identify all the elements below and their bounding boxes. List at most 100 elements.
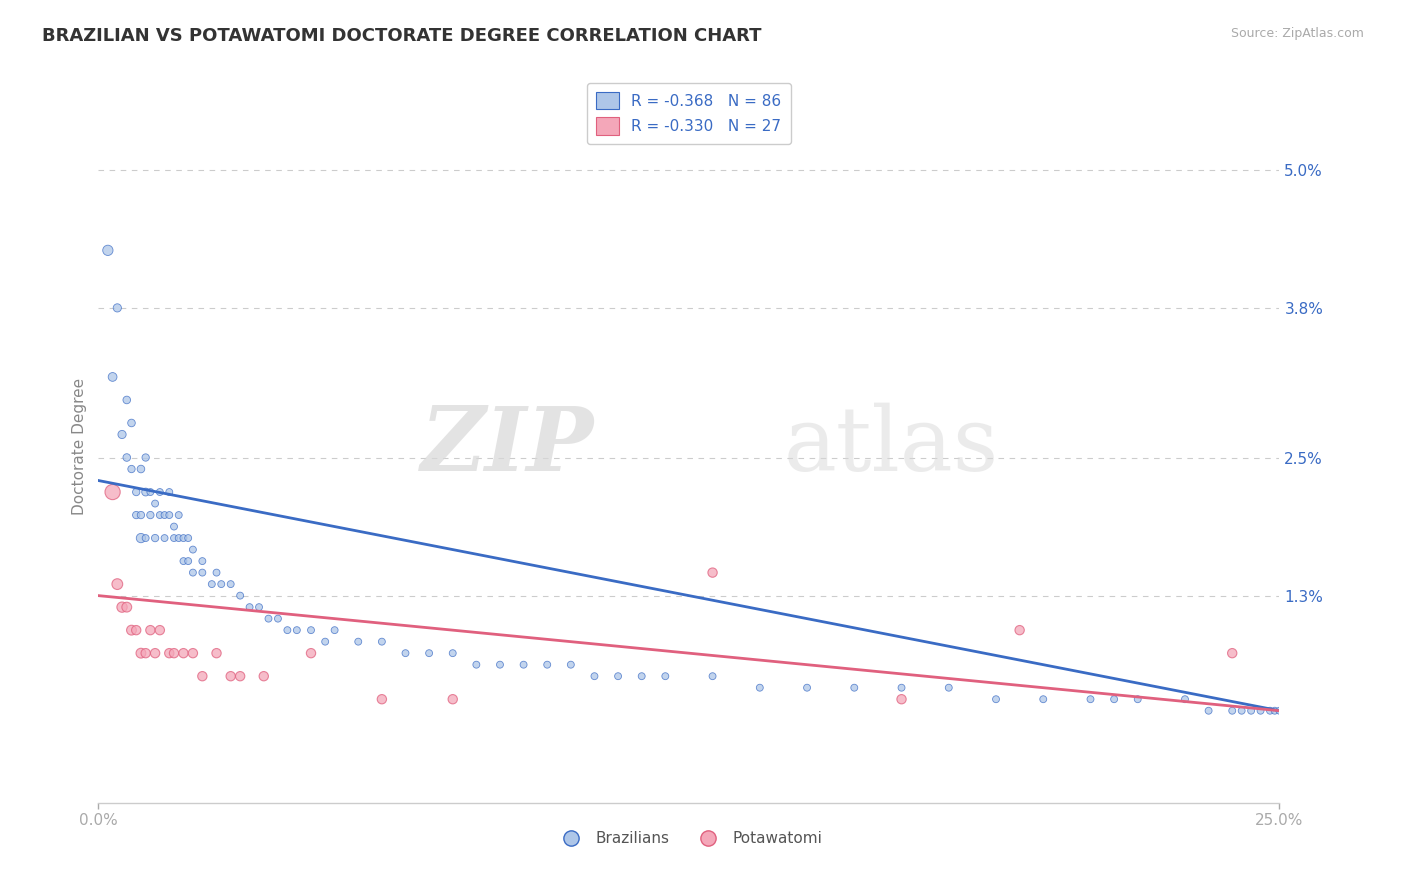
- Point: [135, 485, 157, 500]
- Point: [135, 450, 157, 465]
- Point: [247, 600, 270, 615]
- Point: [347, 634, 370, 648]
- Point: [1126, 692, 1149, 706]
- Point: [229, 589, 252, 603]
- Point: [702, 566, 724, 580]
- Point: [181, 646, 204, 660]
- Point: [129, 646, 152, 660]
- Point: [201, 577, 224, 591]
- Point: [1032, 692, 1054, 706]
- Point: [1174, 692, 1197, 706]
- Point: [157, 485, 180, 500]
- Point: [489, 657, 512, 672]
- Point: [111, 427, 134, 442]
- Point: [607, 669, 630, 683]
- Point: [125, 623, 148, 637]
- Point: [371, 692, 394, 706]
- Point: [299, 623, 322, 637]
- Point: [253, 669, 276, 683]
- Point: [1268, 704, 1291, 718]
- Point: [984, 692, 1007, 706]
- Point: [654, 669, 676, 683]
- Point: [163, 646, 186, 660]
- Point: [129, 531, 152, 545]
- Point: [890, 692, 912, 706]
- Point: [149, 623, 172, 637]
- Point: [191, 554, 214, 568]
- Point: [465, 657, 488, 672]
- Point: [172, 646, 194, 660]
- Point: [205, 566, 228, 580]
- Point: [153, 508, 176, 522]
- Point: [1102, 692, 1125, 706]
- Point: [121, 462, 143, 476]
- Point: [97, 244, 120, 258]
- Point: [560, 657, 582, 672]
- Point: [143, 646, 166, 660]
- Point: [125, 485, 148, 500]
- Text: ZIP: ZIP: [420, 403, 595, 489]
- Point: [512, 657, 534, 672]
- Point: [285, 623, 308, 637]
- Point: [172, 531, 194, 545]
- Point: [135, 531, 157, 545]
- Point: [323, 623, 346, 637]
- Point: [1264, 704, 1286, 718]
- Point: [219, 669, 242, 683]
- Point: [441, 646, 464, 660]
- Point: [101, 485, 124, 500]
- Text: Source: ZipAtlas.com: Source: ZipAtlas.com: [1230, 27, 1364, 40]
- Legend: Brazilians, Potawatomi: Brazilians, Potawatomi: [550, 825, 828, 852]
- Point: [177, 554, 200, 568]
- Text: BRAZILIAN VS POTAWATOMI DOCTORATE DEGREE CORRELATION CHART: BRAZILIAN VS POTAWATOMI DOCTORATE DEGREE…: [42, 27, 762, 45]
- Point: [167, 531, 190, 545]
- Point: [153, 531, 176, 545]
- Point: [129, 462, 152, 476]
- Point: [115, 450, 138, 465]
- Point: [181, 566, 204, 580]
- Point: [371, 634, 394, 648]
- Point: [1220, 646, 1243, 660]
- Point: [191, 669, 214, 683]
- Point: [149, 508, 172, 522]
- Point: [111, 600, 134, 615]
- Point: [115, 600, 138, 615]
- Point: [229, 669, 252, 683]
- Point: [536, 657, 558, 672]
- Point: [105, 577, 128, 591]
- Point: [441, 692, 464, 706]
- Point: [205, 646, 228, 660]
- Point: [314, 634, 336, 648]
- Point: [630, 669, 652, 683]
- Point: [844, 681, 866, 695]
- Point: [1250, 704, 1272, 718]
- Text: atlas: atlas: [783, 402, 998, 490]
- Point: [115, 392, 138, 407]
- Point: [1198, 704, 1220, 718]
- Point: [177, 531, 200, 545]
- Point: [209, 577, 232, 591]
- Point: [163, 531, 186, 545]
- Point: [139, 508, 162, 522]
- Point: [139, 485, 162, 500]
- Point: [121, 416, 143, 430]
- Point: [191, 566, 214, 580]
- Point: [163, 519, 186, 533]
- Y-axis label: Doctorate Degree: Doctorate Degree: [72, 377, 87, 515]
- Point: [276, 623, 298, 637]
- Point: [1230, 704, 1253, 718]
- Point: [418, 646, 440, 660]
- Point: [149, 485, 172, 500]
- Point: [1220, 704, 1243, 718]
- Point: [796, 681, 818, 695]
- Point: [121, 623, 143, 637]
- Point: [1080, 692, 1102, 706]
- Point: [1008, 623, 1031, 637]
- Point: [257, 612, 280, 626]
- Point: [181, 542, 204, 557]
- Point: [583, 669, 606, 683]
- Point: [101, 370, 124, 384]
- Point: [143, 531, 166, 545]
- Point: [267, 612, 290, 626]
- Point: [157, 508, 180, 522]
